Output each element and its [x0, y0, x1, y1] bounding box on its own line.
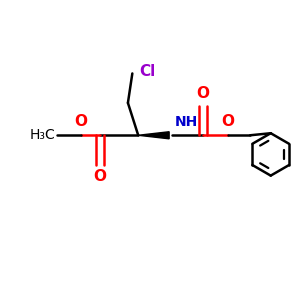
Polygon shape [138, 132, 169, 139]
Text: O: O [221, 114, 235, 129]
Text: O: O [74, 114, 87, 129]
Text: O: O [93, 169, 106, 184]
Text: H₃C: H₃C [29, 128, 55, 142]
Text: Cl: Cl [140, 64, 156, 80]
Text: NH: NH [174, 115, 198, 129]
Text: O: O [196, 86, 209, 101]
